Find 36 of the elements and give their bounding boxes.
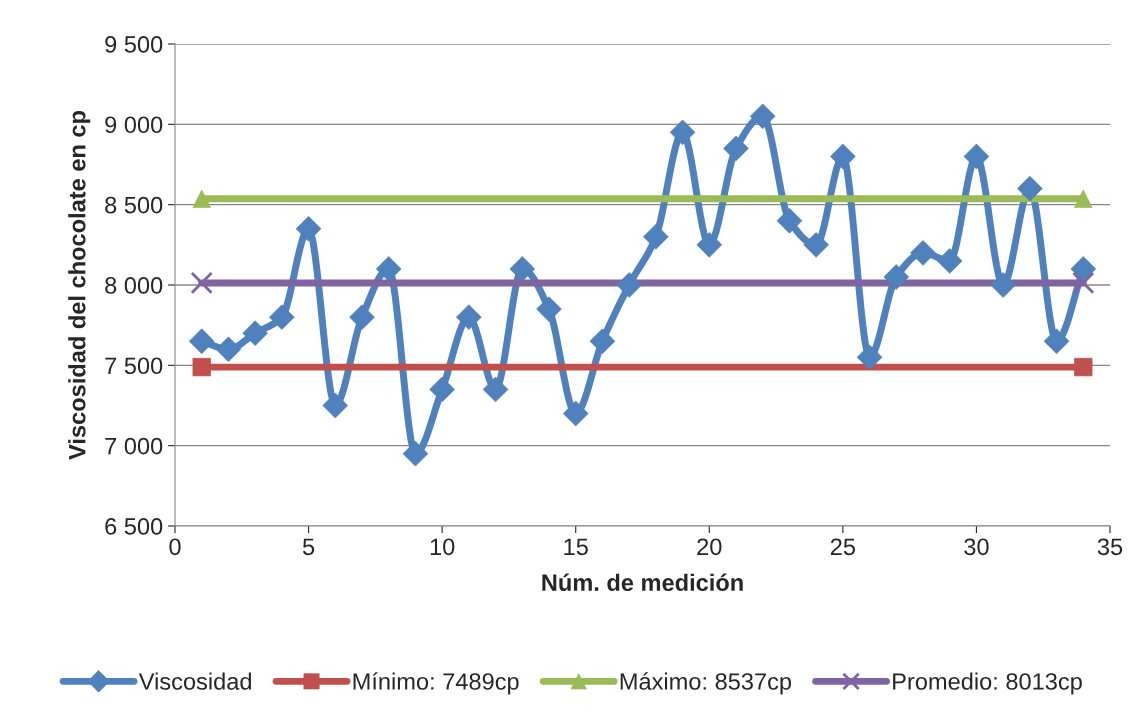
x-tick-label: 25	[830, 538, 855, 556]
legend-label: Mínimo: 7489cp	[353, 672, 519, 695]
point	[562, 400, 589, 427]
point	[1070, 256, 1097, 282]
point	[1043, 328, 1070, 355]
point	[990, 272, 1016, 298]
point	[1017, 175, 1043, 202]
x-tick-label: 30	[964, 538, 989, 556]
point	[1072, 271, 1095, 295]
y-tick-label: 9 500	[105, 36, 163, 53]
y-tick-label: 8 500	[105, 196, 163, 214]
y-axis-title: Viscosidad del chocolate en cp	[68, 110, 91, 460]
y-tick-label: 7 500	[105, 357, 163, 375]
x-axis-title: Núm. de medición	[542, 573, 743, 592]
x-tick-label: 5	[302, 538, 315, 556]
point	[589, 328, 616, 355]
y-tick-label: 7 000	[105, 437, 163, 455]
point	[375, 256, 402, 282]
point	[776, 207, 803, 234]
legend-label: Máximo: 8537cp	[620, 672, 792, 695]
legend-label: Promedio: 8013cp	[893, 672, 1082, 695]
x-tick-label: 15	[564, 538, 588, 556]
x-tick-label: 0	[169, 538, 181, 556]
point	[723, 135, 749, 162]
y-tick-label: 9 000	[105, 116, 163, 134]
y-tick-label: 8 000	[105, 277, 163, 294]
point	[295, 215, 322, 242]
y-tick-label: 6 500	[105, 518, 163, 535]
point	[536, 296, 562, 322]
x-tick-label: 20	[697, 538, 722, 556]
x-tick-label: 10	[430, 538, 455, 556]
point	[830, 143, 856, 170]
legend-label: Viscosidad	[138, 672, 251, 690]
point	[192, 189, 211, 208]
x-tick-label: 35	[1097, 538, 1123, 556]
point	[190, 271, 213, 295]
